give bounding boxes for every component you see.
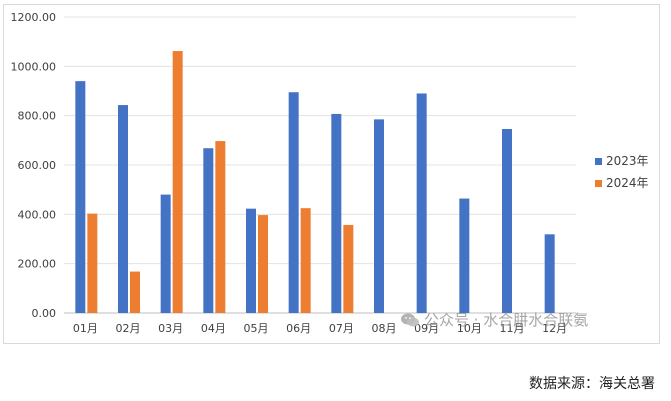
x-tick-label: 11月 [500,322,525,335]
legend-swatch [595,158,602,165]
x-tick-label: 01月 [73,322,98,335]
x-tick-label: 10月 [457,322,482,335]
bar-series1-5 [246,208,256,313]
bar-series1-8 [374,119,384,313]
x-tick-label: 08月 [372,322,397,335]
legend-label: 2024年 [606,176,649,190]
y-tick-label: 1000.00 [11,60,57,73]
bar-series2-6 [300,208,311,313]
y-tick-label: 800.00 [18,110,57,123]
bar-series1-12 [544,234,555,313]
y-tick-label: 200.00 [18,258,57,271]
bar-series2-2 [130,271,140,313]
bar-series1-10 [459,198,470,313]
bar-series1-6 [288,92,299,313]
x-tick-label: 04月 [201,322,226,335]
legend-label: 2023年 [606,154,649,168]
x-tick-label: 06月 [286,322,311,335]
bar-series1-4 [203,148,214,313]
bar-series1-11 [502,128,512,313]
watermark-text: 公众号 · 水合肼水合联氨 [424,311,589,329]
bar-series1-9 [416,93,427,313]
source-note: 数据来源：海关总署 [529,376,655,392]
x-tick-label: 05月 [244,322,269,335]
bar-series1-7 [331,113,342,313]
bar-series2-3 [172,51,183,313]
bar-chart: 0.00 200.00 400.00 600.00 800.00 1000.00 1200.… [11,11,649,335]
x-tick-label: 02月 [116,322,141,335]
bar-series1-3 [160,194,171,313]
bar-series1-1 [75,81,86,313]
x-tick-label: 09月 [414,322,439,335]
wechat-icon [401,313,419,326]
x-tick-label: 03月 [158,322,183,335]
x-tick-label: 12月 [542,322,567,335]
y-tick-label: 1200.00 [11,11,57,24]
bar-series1-2 [118,105,128,313]
x-tick-label: 07月 [329,322,354,335]
bar-series2-1 [87,213,98,313]
bar-series2-5 [258,215,268,313]
chart-frame: 0.00 200.00 400.00 600.00 800.00 1000.00 1200.… [3,4,660,344]
y-tick-label: 400.00 [18,208,57,221]
y-tick-label: 0.00 [32,307,57,320]
legend-swatch [595,180,602,187]
bar-series2-7 [343,224,354,313]
bar-series2-4 [215,141,226,313]
watermark: 公众号 · 水合肼水合联氨 [400,309,588,330]
y-tick-label: 600.00 [18,159,57,172]
